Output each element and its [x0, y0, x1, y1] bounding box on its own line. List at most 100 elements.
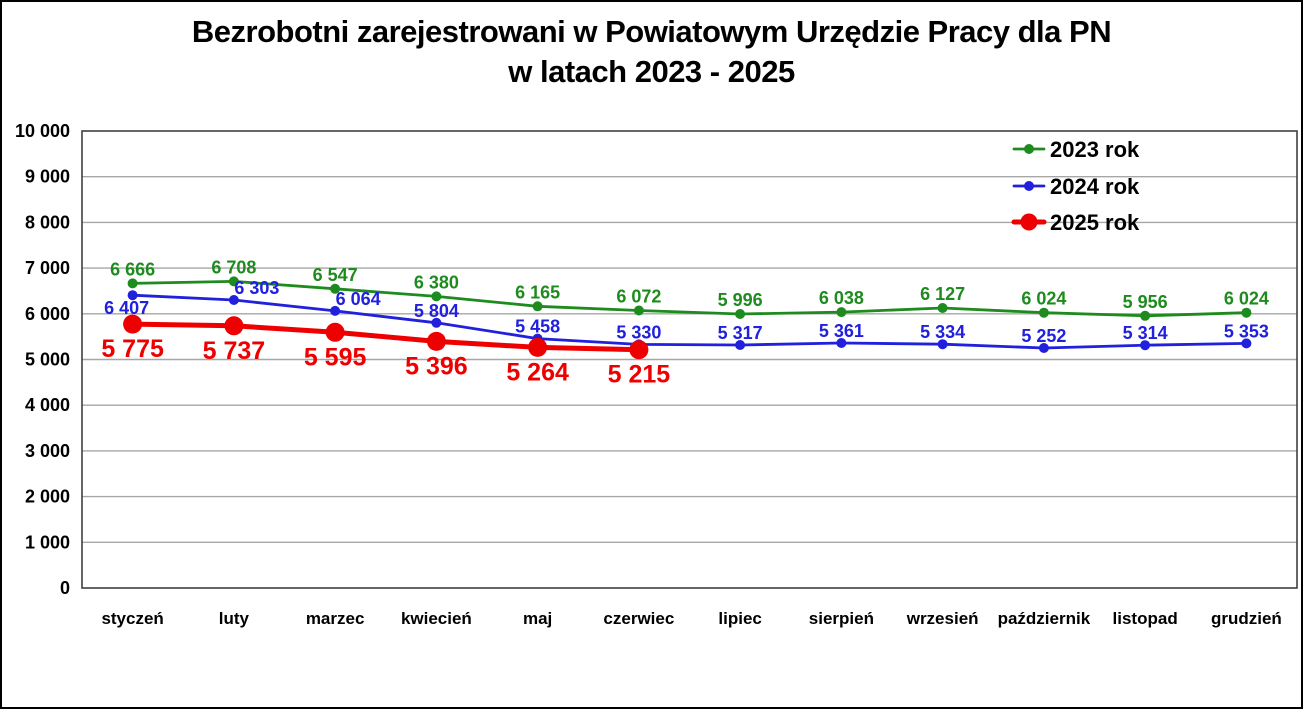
data-label: 6 064 — [336, 289, 381, 309]
y-tick-label: 8 000 — [25, 212, 70, 232]
x-tick-label: czerwiec — [603, 609, 674, 628]
data-label: 5 458 — [515, 317, 560, 337]
data-label: 5 314 — [1123, 323, 1168, 343]
x-tick-label: listopad — [1113, 609, 1178, 628]
data-point — [1038, 343, 1049, 353]
data-label: 6 127 — [920, 284, 965, 304]
data-point — [735, 340, 746, 350]
x-tick-label: październik — [998, 609, 1091, 628]
data-point — [1241, 307, 1252, 318]
data-point — [325, 322, 345, 342]
data-label: 6 024 — [1021, 289, 1066, 309]
data-label: 6 380 — [414, 272, 459, 292]
legend-label-2025-rok: 2025 rok — [1050, 210, 1140, 235]
data-point — [127, 290, 138, 301]
data-label: 5 737 — [203, 337, 266, 365]
data-label: 6 547 — [313, 265, 358, 285]
data-label: 6 165 — [515, 282, 560, 302]
y-tick-label: 9 000 — [25, 167, 70, 187]
legend: 2023 rok 2024 rok 2025 rok — [1011, 137, 1140, 235]
data-point — [123, 314, 143, 334]
data-label: 5 252 — [1021, 326, 1066, 346]
data-point — [228, 295, 239, 305]
data-point — [1140, 340, 1151, 351]
series-line — [131, 279, 1248, 318]
series-line — [131, 293, 1248, 350]
legend-marker-2024-rok — [1024, 181, 1034, 191]
legend-label-2023-rok: 2023 rok — [1050, 137, 1140, 162]
legend-marker-2023-rok — [1024, 144, 1034, 154]
chart-title-line1: Bezrobotni zarejestrowani w Powiatowym U… — [191, 14, 1112, 49]
data-label: 5 215 — [608, 361, 671, 389]
data-point — [1038, 307, 1049, 318]
chart-title-line2: w latach 2023 - 2025 — [508, 54, 795, 89]
y-tick-label: 1 000 — [25, 532, 70, 552]
y-tick-label: 2 000 — [25, 487, 70, 507]
data-point — [532, 301, 543, 312]
data-label: 6 072 — [616, 287, 661, 307]
x-tick-label: wrzesień — [906, 609, 979, 628]
data-label: 5 804 — [414, 301, 459, 321]
y-tick-label: 0 — [60, 578, 70, 598]
y-tick-label: 10 000 — [15, 121, 70, 141]
x-tick-label: sierpień — [809, 609, 874, 628]
series-2023-rok: 6 666 6 708 6 547 6 380 6 165 6 072 5 996 6 038… — [110, 257, 1269, 321]
data-label: 5 996 — [718, 290, 763, 310]
x-tick-label: kwiecień — [401, 609, 472, 628]
data-label: 5 330 — [616, 322, 661, 342]
data-point — [735, 309, 746, 319]
data-point — [1140, 310, 1151, 321]
data-label: 6 303 — [234, 278, 279, 298]
data-point — [629, 340, 649, 360]
data-point — [228, 276, 239, 287]
y-tick-label: 5 000 — [25, 350, 70, 370]
legend-marker-2025-rok — [1020, 213, 1038, 231]
data-label: 5 264 — [506, 358, 569, 386]
y-tick-label: 6 000 — [25, 304, 70, 324]
y-tick-label: 7 000 — [25, 258, 70, 278]
data-point — [937, 303, 948, 313]
x-tick-label: marzec — [306, 609, 365, 628]
data-point — [937, 339, 948, 350]
x-tick-label: luty — [219, 609, 250, 628]
data-point — [836, 307, 847, 318]
data-point — [224, 316, 244, 336]
data-point — [836, 338, 847, 348]
data-point — [431, 317, 442, 328]
data-label: 5 956 — [1123, 292, 1168, 312]
data-label: 6 038 — [819, 288, 864, 308]
x-tick-label: styczeń — [101, 609, 163, 628]
data-point — [431, 291, 442, 302]
data-label: 6 666 — [110, 259, 155, 279]
data-point — [330, 283, 341, 294]
data-label: 5 361 — [819, 321, 864, 341]
data-label: 6 407 — [104, 298, 149, 318]
data-label: 5 595 — [304, 343, 367, 371]
x-tick-label: lipiec — [718, 609, 761, 628]
data-label: 5 317 — [718, 323, 763, 343]
data-label: 5 775 — [101, 335, 164, 363]
data-label: 5 396 — [405, 352, 468, 380]
data-point — [127, 278, 138, 289]
y-tick-label: 3 000 — [25, 441, 70, 461]
data-label: 6 708 — [211, 257, 256, 277]
plot-border — [81, 130, 1298, 589]
data-point — [330, 305, 341, 316]
data-label: 6 024 — [1224, 289, 1269, 309]
data-point — [1241, 338, 1252, 349]
chart-title: Bezrobotni zarejestrowani w Powiatowym U… — [2, 12, 1301, 92]
legend-label-2024-rok: 2024 rok — [1050, 174, 1140, 199]
data-label: 5 353 — [1224, 321, 1269, 341]
data-point — [633, 305, 644, 316]
y-tick-label: 4 000 — [25, 395, 70, 415]
x-tick-label: maj — [523, 609, 552, 628]
data-point — [528, 337, 548, 357]
data-point — [426, 331, 446, 351]
series-2024-rok: 6 407 6 303 6 064 5 804 5 458 5 330 5 317 5 361… — [104, 278, 1269, 353]
x-tick-label: grudzień — [1211, 609, 1282, 628]
data-label: 5 334 — [920, 322, 965, 342]
series-line — [130, 321, 642, 353]
series-2025-rok: 5 775 5 737 5 595 5 396 5 264 5 215 — [101, 314, 671, 389]
